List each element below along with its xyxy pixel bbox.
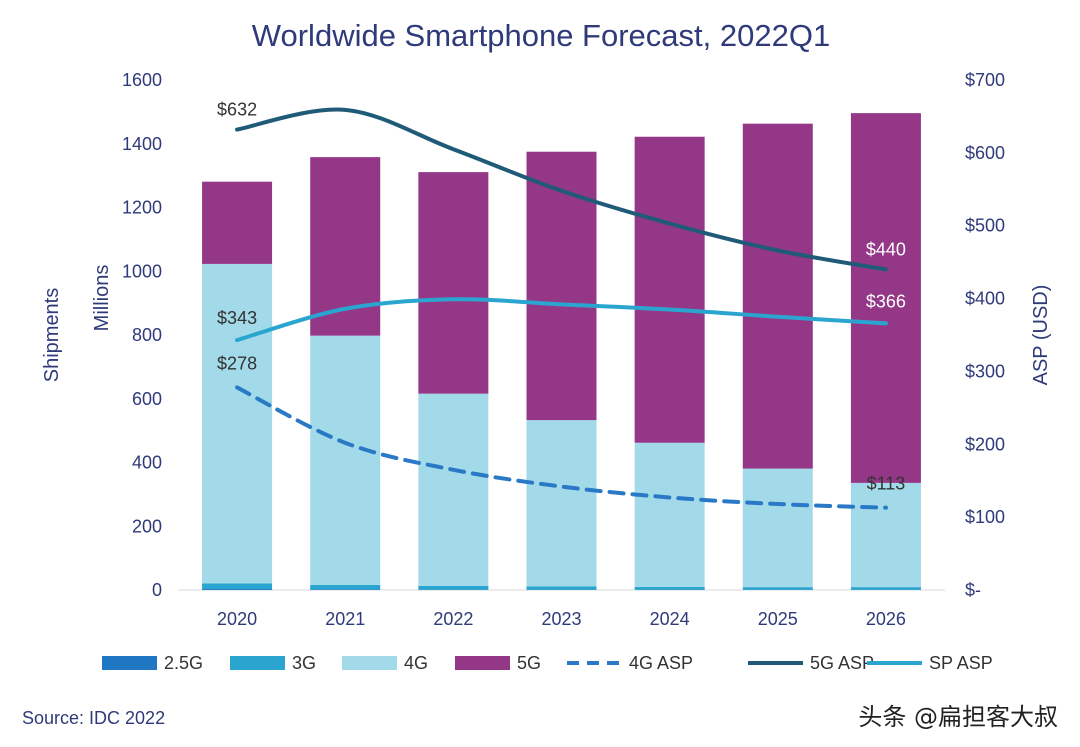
- legend-label-3g: 3G: [292, 653, 316, 673]
- chart-svg: Worldwide Smartphone Forecast, 2022Q1 0 2…: [41, 18, 1052, 673]
- bar-5g: [742, 123, 813, 469]
- bar-4g: [850, 482, 921, 588]
- y-right-axis-title: ASP (USD): [1030, 285, 1052, 386]
- y-right-tick-label: $300: [965, 361, 1005, 381]
- bar-3g: [310, 584, 381, 590]
- legend-swatch-2-5g: [102, 656, 157, 670]
- data-label-4g-asp: $278: [217, 353, 257, 373]
- line-sp-asp: [235, 297, 888, 343]
- y-left-axis-title: Shipments: [41, 288, 63, 383]
- y-right-tick-label: $100: [965, 507, 1005, 527]
- bars-layer: [202, 113, 921, 590]
- y-left-tick-label: 1200: [122, 198, 162, 218]
- bar-4g: [742, 468, 813, 588]
- data-label-sp-asp: $366: [866, 291, 906, 311]
- y-left-tick-label: 1000: [122, 261, 162, 281]
- bar-5g: [634, 136, 705, 443]
- bar-5g: [202, 181, 273, 264]
- y-right-tick-label: $400: [965, 289, 1005, 309]
- y-right-tick-label: $700: [965, 70, 1005, 90]
- data-label-5g-asp: $440: [866, 239, 906, 259]
- line-5g-asp: [235, 107, 888, 272]
- y-left-tick-label: 600: [132, 389, 162, 409]
- legend-swatch-3g: [230, 656, 285, 670]
- lines-layer: [235, 107, 888, 510]
- x-tick-label: 2025: [758, 609, 798, 629]
- bar-3g: [202, 583, 273, 590]
- legend-label-2-5g: 2.5G: [164, 653, 203, 673]
- y-left-tick-label: 200: [132, 516, 162, 536]
- data-labels-layer: $632 $440 $343 $366 $278 $113: [217, 100, 906, 494]
- legend-label-sp-asp: SP ASP: [929, 653, 993, 673]
- x-tick-label: 2026: [866, 609, 906, 629]
- x-tick-label: 2021: [325, 609, 365, 629]
- legend-swatch-5g: [455, 656, 510, 670]
- y-right-tick-label: $600: [965, 143, 1005, 163]
- bar-4g: [634, 442, 705, 587]
- data-label-5g-asp: $632: [217, 100, 257, 120]
- bar-2-5g: [202, 589, 273, 590]
- bar-5g: [418, 172, 489, 394]
- y-left-tick-label: 400: [132, 453, 162, 473]
- bar-5g: [850, 113, 921, 483]
- bar-3g: [526, 586, 597, 590]
- axes-layer: 0 200 400 600 800 1000 1200 1400 1600 $- $100 $200 $…: [41, 70, 1052, 629]
- bar-2-5g: [310, 589, 381, 590]
- line-4g-asp: [235, 385, 888, 510]
- bar-4g: [310, 335, 381, 585]
- bar-4g: [418, 393, 489, 586]
- x-tick-label: 2023: [541, 609, 581, 629]
- bar-4g: [526, 420, 597, 587]
- y-right-tick-label: $500: [965, 216, 1005, 236]
- watermark-text: 头条 @扁担客大叔: [858, 703, 1058, 731]
- legend-label-5g: 5G: [517, 653, 541, 673]
- bar-3g: [418, 585, 489, 590]
- x-tick-label: 2020: [217, 609, 257, 629]
- y-left-tick-label: 1600: [122, 70, 162, 90]
- legend-label-4g: 4G: [404, 653, 428, 673]
- bar-3g: [850, 587, 921, 590]
- y-right-tick-label: $-: [965, 580, 981, 600]
- y-left-axis-subtitle: Millions: [91, 265, 113, 332]
- legend: 2.5G 3G 4G 5G 4G ASP 5G ASP SP ASP: [102, 653, 993, 673]
- bar-3g: [742, 587, 813, 590]
- data-label-4g-asp: $113: [867, 474, 906, 494]
- source-note: Source: IDC 2022: [22, 708, 166, 728]
- chart-title: Worldwide Smartphone Forecast, 2022Q1: [252, 18, 830, 53]
- y-left-tick-label: 1400: [122, 134, 162, 154]
- legend-label-5g-asp: 5G ASP: [810, 653, 874, 673]
- y-right-tick-label: $200: [965, 434, 1005, 454]
- y-left-tick-label: 0: [152, 580, 162, 600]
- legend-swatch-4g: [342, 656, 397, 670]
- legend-label-4g-asp: 4G ASP: [629, 653, 693, 673]
- bar-4g: [202, 263, 273, 584]
- bar-3g: [634, 586, 705, 590]
- y-left-tick-label: 800: [132, 325, 162, 345]
- x-tick-label: 2024: [650, 609, 690, 629]
- x-tick-label: 2022: [433, 609, 473, 629]
- data-label-sp-asp: $343: [217, 308, 257, 328]
